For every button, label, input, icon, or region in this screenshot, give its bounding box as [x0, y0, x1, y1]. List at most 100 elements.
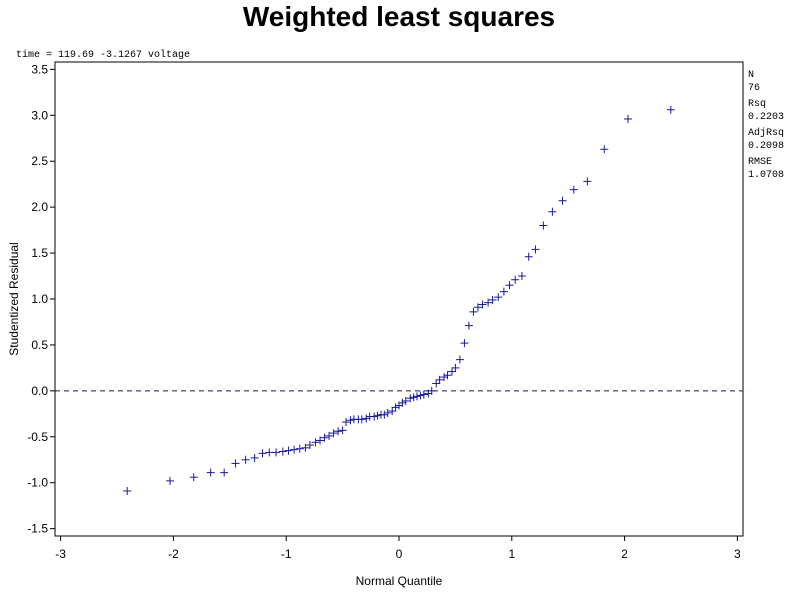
data-point — [416, 391, 425, 400]
data-point — [484, 298, 493, 307]
data-point — [406, 394, 415, 403]
data-point — [558, 196, 567, 205]
data-point — [448, 367, 457, 376]
stat-label: RMSE — [748, 157, 772, 168]
data-point — [189, 473, 198, 482]
data-point — [241, 455, 250, 464]
data-point — [600, 145, 609, 154]
x-tick-label: -3 — [55, 547, 66, 561]
data-point — [295, 444, 304, 453]
data-point — [419, 390, 428, 399]
data-point — [413, 392, 422, 401]
data-point — [469, 307, 478, 316]
data-point — [380, 410, 389, 419]
y-axis-label: Studentized Residual — [7, 242, 21, 355]
data-point — [531, 245, 540, 254]
data-point — [357, 415, 366, 424]
data-point — [325, 431, 334, 440]
x-tick-label: 1 — [508, 547, 515, 561]
y-tick-label: -0.5 — [27, 430, 48, 444]
x-tick-label: 0 — [396, 547, 403, 561]
data-point — [278, 447, 287, 456]
y-tick-label: 0.0 — [31, 384, 48, 398]
data-point — [301, 443, 310, 452]
data-point — [123, 486, 132, 495]
data-point — [166, 476, 175, 485]
x-tick-label: 3 — [734, 547, 741, 561]
data-point — [329, 429, 338, 438]
data-point — [440, 373, 449, 382]
data-points — [123, 105, 675, 495]
data-point — [290, 445, 299, 454]
stat-value: 0.2203 — [748, 112, 784, 123]
data-point — [435, 375, 444, 384]
data-point — [451, 363, 460, 372]
data-point — [464, 321, 473, 330]
data-point — [478, 300, 487, 309]
data-point — [370, 412, 379, 421]
y-tick-label: 0.5 — [31, 338, 48, 352]
data-point — [388, 407, 397, 416]
x-tick-label: -1 — [281, 547, 292, 561]
x-tick-label: -2 — [168, 547, 179, 561]
data-point — [250, 453, 259, 462]
data-point — [505, 281, 514, 290]
data-point — [401, 396, 410, 405]
data-point — [305, 441, 314, 450]
data-point — [473, 303, 482, 312]
data-point — [524, 252, 533, 261]
data-point — [391, 403, 400, 412]
data-point — [265, 448, 274, 457]
stat-label: N — [748, 70, 754, 81]
data-point — [666, 105, 675, 114]
data-point — [548, 207, 557, 216]
data-point — [623, 114, 632, 123]
chart-title: Weighted least squares — [243, 1, 555, 32]
x-tick-label: 2 — [621, 547, 628, 561]
data-point — [511, 275, 520, 284]
data-point — [346, 416, 355, 425]
stat-label: Rsq — [748, 99, 766, 110]
data-point — [499, 287, 508, 296]
data-point — [460, 339, 469, 348]
data-point — [284, 446, 293, 455]
data-point — [362, 414, 371, 423]
fit-statistics: N 76 Rsq 0.2203 AdjRsq 0.2098 RMSE 1.0708 — [748, 70, 784, 181]
stat-label: AdjRsq — [748, 127, 784, 139]
stat-value: 76 — [748, 83, 760, 94]
x-axis: -3 -2 -1 0 1 2 3 — [55, 536, 741, 561]
data-point — [338, 426, 347, 435]
y-tick-label: 2.5 — [31, 154, 48, 168]
data-point — [258, 449, 267, 458]
plot-frame — [54, 61, 744, 537]
data-point — [220, 468, 229, 477]
y-tick-label: 1.0 — [31, 292, 48, 306]
data-point — [443, 371, 452, 380]
data-point — [341, 418, 350, 427]
stat-value: 0.2098 — [748, 141, 784, 152]
stat-value: 1.0708 — [748, 170, 784, 181]
data-point — [569, 185, 578, 194]
y-axis: -1.5 -1.0 -0.5 0.0 0.5 1.0 1.5 2.0 2.5 3.0 3.5 — [27, 62, 55, 536]
data-point — [316, 436, 325, 445]
y-tick-label: 2.0 — [31, 200, 48, 214]
data-point — [455, 355, 464, 364]
data-point — [583, 177, 592, 186]
data-point — [494, 293, 503, 302]
data-point — [206, 468, 215, 477]
data-point — [320, 433, 329, 442]
x-axis-label: Normal Quantile — [356, 574, 443, 588]
y-tick-label: 3.0 — [31, 108, 48, 122]
y-tick-label: 1.5 — [31, 246, 48, 260]
y-tick-label: 3.5 — [31, 62, 48, 76]
y-tick-label: -1.5 — [27, 522, 48, 536]
data-point — [409, 393, 418, 402]
data-point — [539, 221, 548, 230]
data-point — [432, 379, 441, 388]
data-point — [231, 459, 240, 468]
data-point — [383, 408, 392, 417]
data-point — [517, 272, 526, 281]
model-equation: time = 119.69 -3.1267 voltage — [16, 49, 190, 61]
data-point — [334, 427, 343, 436]
